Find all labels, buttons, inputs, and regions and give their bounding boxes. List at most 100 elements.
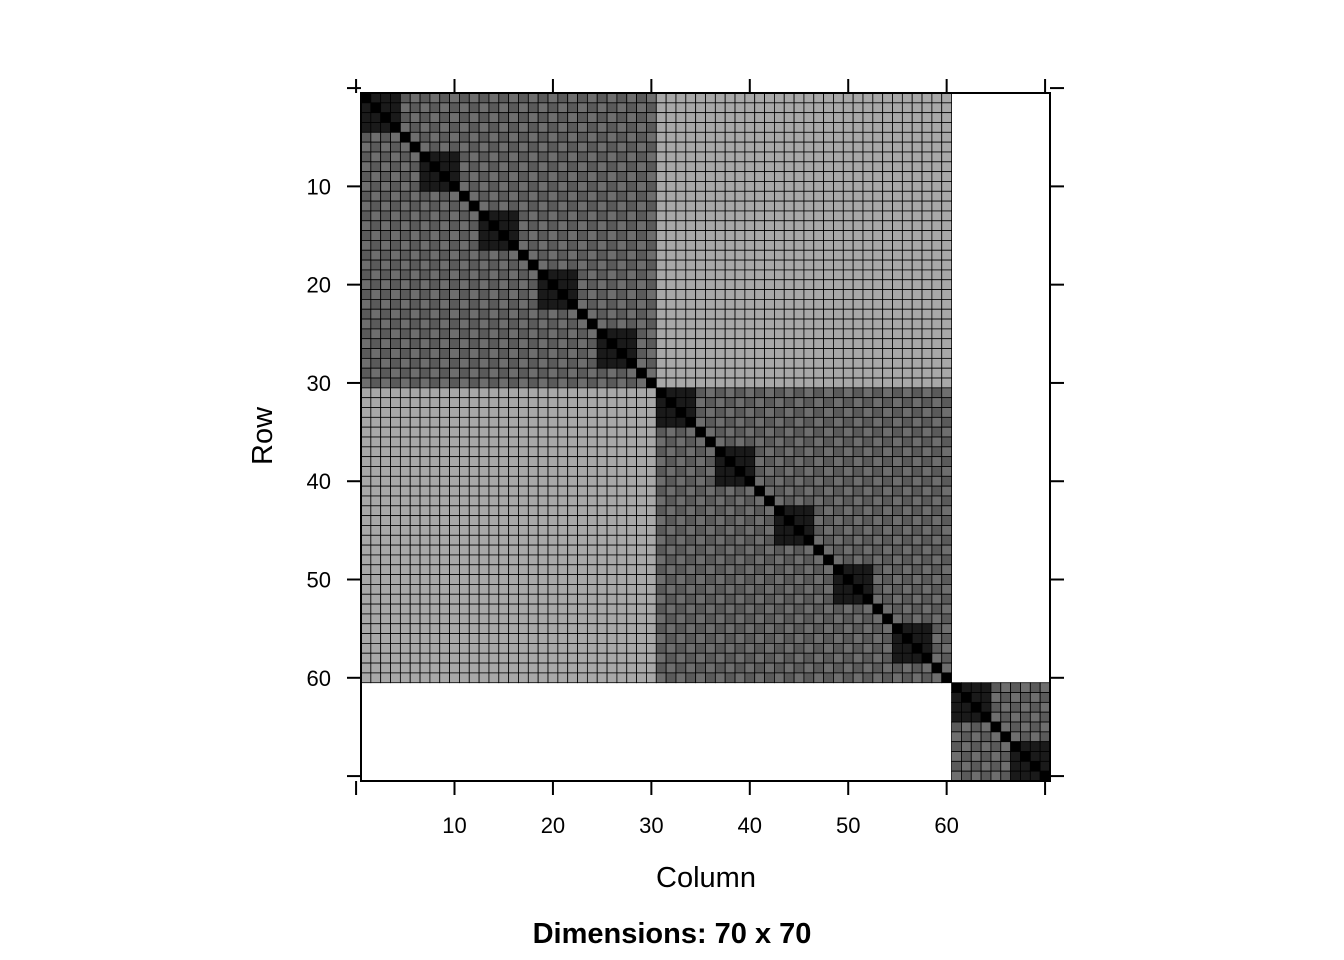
- matrix-cell: [557, 643, 569, 654]
- matrix-cell: [754, 318, 765, 330]
- matrix-cell: [695, 102, 706, 114]
- matrix-cell: [685, 161, 697, 173]
- matrix-cell: [449, 534, 460, 546]
- matrix-cell: [508, 643, 519, 654]
- matrix-cell: [961, 760, 972, 772]
- matrix-cell: [596, 210, 608, 222]
- matrix-cell: [744, 240, 756, 251]
- matrix-cell: [892, 308, 903, 320]
- matrix-cell: [793, 534, 805, 546]
- matrix-cell: [380, 593, 391, 605]
- matrix-cell: [764, 554, 775, 566]
- matrix-cell: [557, 308, 569, 320]
- matrix-cell: [734, 525, 746, 536]
- matrix-cell: [478, 643, 490, 654]
- matrix-cell: [665, 495, 677, 507]
- matrix-cell: [734, 633, 746, 644]
- matrix-cell: [793, 141, 805, 153]
- matrix-cell: [764, 308, 775, 320]
- matrix-cell: [941, 338, 952, 349]
- matrix-cell: [655, 584, 667, 595]
- matrix-cell: [793, 456, 805, 467]
- matrix-cell: [370, 466, 382, 477]
- matrix-cell: [724, 525, 736, 536]
- matrix-cell: [606, 131, 618, 143]
- matrix-cell: [655, 495, 667, 507]
- matrix-cell: [478, 534, 490, 546]
- matrix-cell: [646, 269, 657, 281]
- matrix-cell: [537, 633, 549, 644]
- matrix-cell: [527, 161, 539, 173]
- matrix-cell: [961, 741, 972, 752]
- matrix-cell: [606, 259, 618, 271]
- matrix-cell: [537, 387, 549, 399]
- matrix-cell: [636, 92, 647, 104]
- matrix-cell: [892, 249, 903, 261]
- matrix-cell: [892, 446, 903, 458]
- matrix-cell: [724, 230, 736, 241]
- matrix-cell: [941, 230, 952, 241]
- matrix-cell: [380, 298, 391, 310]
- matrix-cell: [616, 259, 628, 271]
- matrix-cell: [468, 318, 480, 330]
- matrix-cell: [675, 338, 687, 349]
- matrix-cell: [547, 171, 559, 182]
- matrix-cell: [557, 407, 569, 418]
- matrix-cell: [518, 122, 529, 133]
- matrix-cell: [449, 259, 460, 271]
- matrix-cell: [557, 210, 569, 222]
- matrix-cell: [370, 230, 382, 241]
- matrix-cell: [665, 652, 677, 664]
- matrix-cell: [449, 298, 460, 310]
- matrix-cell: [429, 259, 441, 271]
- matrix-cell: [901, 564, 913, 575]
- matrix-cell: [892, 230, 903, 241]
- matrix-cell: [754, 279, 765, 290]
- matrix-cell: [823, 593, 834, 605]
- matrix-cell: [390, 141, 401, 153]
- matrix-cell: [636, 515, 647, 526]
- matrix-cell: [744, 407, 756, 418]
- matrix-cell: [596, 387, 608, 399]
- matrix-cell: [390, 161, 401, 173]
- matrix-cell: [685, 603, 697, 615]
- matrix-cell: [734, 151, 746, 163]
- matrix-cell: [862, 289, 874, 300]
- matrix-cell: [488, 220, 500, 231]
- matrix-cell: [646, 407, 657, 418]
- matrix-cell: [577, 298, 588, 310]
- matrix-cell: [754, 328, 765, 340]
- matrix-cell: [911, 544, 923, 556]
- matrix-cell: [409, 92, 421, 104]
- matrix-cell: [399, 623, 411, 634]
- matrix-cell: [921, 171, 933, 182]
- matrix-cell: [646, 436, 657, 448]
- matrix-cell: [734, 554, 746, 566]
- matrix-cell: [636, 289, 647, 300]
- y-tick-label: 50: [307, 568, 331, 593]
- matrix-cell: [833, 564, 844, 575]
- matrix-cell: [557, 348, 569, 359]
- matrix-cell: [459, 259, 470, 271]
- matrix-cell: [852, 279, 864, 290]
- matrix-cell: [675, 623, 687, 634]
- matrix-cell: [606, 122, 618, 133]
- matrix-cell: [892, 367, 903, 379]
- matrix-cell: [783, 485, 795, 497]
- matrix-cell: [842, 269, 854, 281]
- matrix-cell: [508, 240, 519, 251]
- matrix-cell: [557, 534, 569, 546]
- matrix-cell: [793, 564, 805, 575]
- matrix-cell: [1039, 741, 1051, 752]
- matrix-cell: [783, 200, 795, 212]
- matrix-cell: [449, 151, 460, 163]
- matrix-cell: [813, 662, 825, 674]
- matrix-cell: [901, 387, 913, 399]
- matrix-cell: [459, 426, 470, 438]
- matrix-cell: [429, 613, 441, 625]
- matrix-cell: [478, 662, 490, 674]
- matrix-cell: [557, 102, 569, 114]
- matrix-cell: [941, 112, 952, 123]
- matrix-cell: [665, 289, 677, 300]
- matrix-cell: [813, 161, 825, 173]
